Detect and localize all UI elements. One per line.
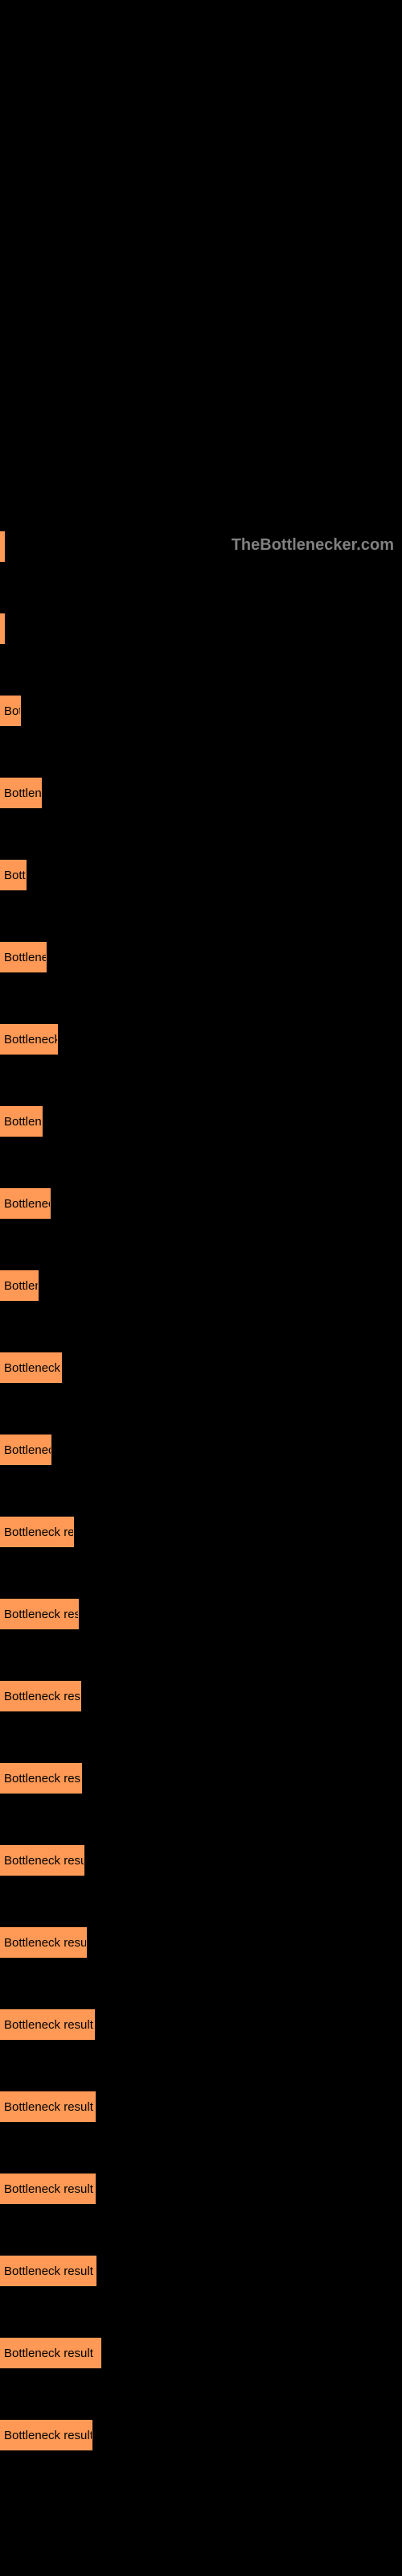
bar-row: Bottleneck result xyxy=(0,1927,402,1958)
bar: Bottleneck result xyxy=(0,1270,39,1301)
bar-row: Bottleneck result xyxy=(0,778,402,808)
bar: Bottleneck result xyxy=(0,531,5,562)
bar-row: Bottleneck result xyxy=(0,1681,402,1711)
bar-label: Bottleneck result xyxy=(4,540,5,554)
bar: Bottleneck result xyxy=(0,696,21,726)
bar-label: Bottleneck result xyxy=(4,1936,87,1950)
bar-label: Bottleneck result xyxy=(4,2018,93,2032)
bar-label: Bottleneck result xyxy=(4,1608,79,1621)
bar-row: Bottleneck result xyxy=(0,1188,402,1219)
bottleneck-bar-chart: Bottleneck result Bottleneck result Bottle… xyxy=(0,531,402,2450)
bar: Bottleneck result xyxy=(0,2256,96,2286)
bar: Bottleneck result xyxy=(0,1927,87,1958)
bar-row: Bottleneck result xyxy=(0,2091,402,2122)
bar: Bottleneck result xyxy=(0,1435,51,1465)
bar-label: Bottleneck result xyxy=(4,704,21,718)
bar-row: Bottleneck result xyxy=(0,1024,402,1055)
bar-row: Bottleneck result xyxy=(0,1352,402,1383)
bar-row: Bottleneck result xyxy=(0,1599,402,1629)
bar: Bottleneck result xyxy=(0,2091,96,2122)
bar: Bottleneck result xyxy=(0,1188,51,1219)
bar: Bottleneck result xyxy=(0,1763,82,1794)
bar-label: Bottleneck result xyxy=(4,1197,51,1211)
bar-row: Bottleneck result xyxy=(0,2256,402,2286)
bar-label: Bottleneck result xyxy=(4,1279,39,1293)
bar-label: Bottleneck result xyxy=(4,1854,84,1868)
bar: Bottleneck result xyxy=(0,1024,58,1055)
bar-label: Bottleneck result xyxy=(4,1525,74,1539)
bar: Bottleneck result xyxy=(0,942,47,972)
bar-row: Bottleneck result xyxy=(0,613,402,644)
bar-row: Bottleneck result xyxy=(0,531,402,562)
bar-label: Bottleneck result xyxy=(4,1361,62,1375)
bar-row: Bottleneck result xyxy=(0,2009,402,2040)
bar-row: Bottleneck result xyxy=(0,1270,402,1301)
bar: Bottleneck result xyxy=(0,613,5,644)
bar: Bottleneck result xyxy=(0,1599,79,1629)
bar: Bottleneck result xyxy=(0,860,27,890)
bar-row: Bottleneck result xyxy=(0,1845,402,1876)
bar-row: Bottleneck result xyxy=(0,2338,402,2368)
bar-label: Bottleneck result xyxy=(4,786,42,800)
bar-label: Bottleneck result xyxy=(4,622,5,636)
bar-label: Bottleneck result xyxy=(4,2429,92,2442)
bar-label: Bottleneck result xyxy=(4,1443,51,1457)
bar-row: Bottleneck result xyxy=(0,2420,402,2450)
bar-label: Bottleneck result xyxy=(4,2347,93,2360)
bar: Bottleneck result xyxy=(0,778,42,808)
bar-label: Bottleneck result xyxy=(4,2264,93,2278)
bar-label: Bottleneck result xyxy=(4,1033,58,1046)
bar-row: Bottleneck result xyxy=(0,696,402,726)
bar: Bottleneck result xyxy=(0,1352,62,1383)
bar-row: Bottleneck result xyxy=(0,1435,402,1465)
bar: Bottleneck result xyxy=(0,2174,96,2204)
bar: Bottleneck result xyxy=(0,2338,101,2368)
bar-row: Bottleneck result xyxy=(0,1517,402,1547)
bar: Bottleneck result xyxy=(0,2420,92,2450)
bar-row: Bottleneck result xyxy=(0,860,402,890)
bar-label: Bottleneck result xyxy=(4,951,47,964)
bar: Bottleneck result xyxy=(0,1845,84,1876)
bar-label: Bottleneck result xyxy=(4,2100,93,2114)
bar-label: Bottleneck result xyxy=(4,1690,81,1703)
bar: Bottleneck result xyxy=(0,2009,95,2040)
bar: Bottleneck result xyxy=(0,1681,81,1711)
bar-label: Bottleneck result xyxy=(4,2182,93,2196)
bar-label: Bottleneck result xyxy=(4,869,27,882)
bar-row: Bottleneck result xyxy=(0,1763,402,1794)
bar-row: Bottleneck result xyxy=(0,1106,402,1137)
bar-label: Bottleneck result xyxy=(4,1772,82,1785)
bar-label: Bottleneck result xyxy=(4,1115,43,1129)
bar-row: Bottleneck result xyxy=(0,2174,402,2204)
bar-row: Bottleneck result xyxy=(0,942,402,972)
bar: Bottleneck result xyxy=(0,1106,43,1137)
bar: Bottleneck result xyxy=(0,1517,74,1547)
